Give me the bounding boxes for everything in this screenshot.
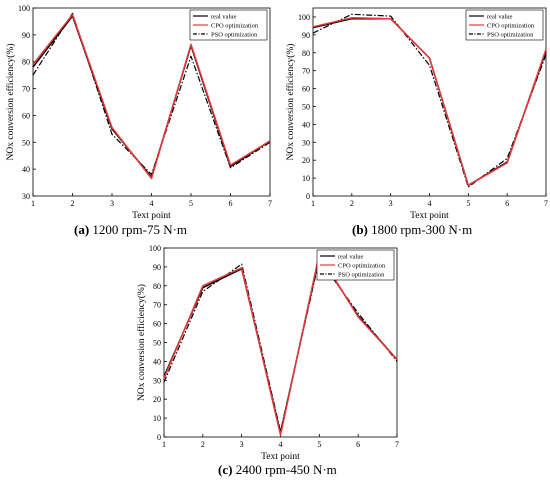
series-line-pso-optimization [32, 12, 271, 176]
legend-label: real value [211, 14, 237, 21]
x-tick-label: 5 [466, 199, 470, 208]
y-tick-label: 60 [302, 85, 310, 94]
x-tick-label: 6 [505, 199, 509, 208]
x-tick-label: 6 [356, 440, 360, 449]
x-tick-label: 2 [71, 199, 75, 208]
y-tick-label: 40 [22, 165, 30, 174]
x-axis-label: Text point [261, 452, 300, 462]
y-tick-label: 70 [22, 85, 30, 94]
x-axis-label: Text point [132, 211, 171, 221]
y-tick-label: 0 [306, 192, 310, 201]
y-axis-label: NOx conversion efficiency(%) [136, 284, 147, 401]
x-tick-label: 1 [162, 440, 166, 449]
y-tick-label: 10 [153, 414, 161, 423]
caption-b-text: 1800 rpm-300 N·m [371, 222, 473, 237]
x-tick-label: 3 [240, 440, 244, 449]
x-tick-label: 7 [395, 440, 399, 449]
y-tick-label: 20 [302, 156, 310, 165]
y-tick-label: 30 [22, 192, 30, 201]
legend-label: PSO optimization [211, 32, 258, 39]
x-tick-label: 1 [31, 199, 35, 208]
series-line-cpo-optimization [32, 13, 271, 180]
y-tick-label: 10 [302, 174, 310, 183]
y-tick-label: 100 [149, 244, 161, 253]
y-tick-label: 100 [18, 4, 30, 13]
y-tick-label: 70 [153, 301, 161, 310]
y-tick-label: 40 [302, 120, 310, 129]
legend-label: CPO optimization [487, 23, 535, 30]
x-tick-label: 5 [317, 440, 321, 449]
caption-a-tag: (a) [74, 222, 90, 237]
caption-c-tag: (c) [218, 462, 233, 477]
x-tick-label: 3 [110, 199, 114, 208]
caption-a: (a) 1200 rpm-75 N·m [74, 222, 187, 238]
y-tick-label: 50 [153, 339, 161, 348]
y-tick-label: 30 [302, 138, 310, 147]
legend-label: real value [338, 254, 364, 261]
y-tick-label: 20 [153, 395, 161, 404]
x-tick-label: 5 [189, 199, 193, 208]
y-tick-label: 60 [22, 111, 30, 120]
legend-label: CPO optimization [211, 23, 259, 30]
x-tick-label: 3 [389, 199, 393, 208]
caption-a-text: 1200 rpm-75 N·m [92, 222, 188, 237]
y-axis-label: NOx conversion efficiency(%) [285, 44, 296, 161]
x-tick-label: 4 [428, 199, 432, 208]
y-tick-label: 0 [157, 433, 161, 442]
y-tick-label: 40 [153, 357, 161, 366]
legend-label: PSO optimization [487, 32, 534, 39]
caption-b: (b) 1800 rpm-300 N·m [352, 222, 472, 238]
x-tick-label: 7 [544, 199, 548, 208]
caption-b-tag: (b) [352, 222, 368, 237]
legend-label: PSO optimization [338, 272, 385, 279]
legend-label: real value [487, 14, 513, 21]
y-tick-label: 90 [22, 31, 30, 40]
y-tick-label: 80 [153, 282, 161, 291]
x-tick-label: 6 [229, 199, 233, 208]
series-line-real-value [163, 254, 398, 434]
y-tick-label: 30 [153, 376, 161, 385]
y-axis-label: NOx conversion efficiency(%) [5, 44, 16, 161]
y-tick-label: 80 [302, 49, 310, 58]
y-tick-label: 50 [302, 102, 310, 111]
series-line-real-value [312, 17, 547, 187]
series-line-pso-optimization [163, 258, 398, 432]
y-tick-label: 50 [22, 138, 30, 147]
x-tick-label: 1 [311, 199, 315, 208]
caption-c-text: 2400 rpm-450 N·m [235, 462, 337, 477]
y-tick-label: 90 [302, 31, 310, 40]
y-tick-label: 100 [298, 13, 310, 22]
x-tick-label: 2 [201, 440, 205, 449]
chart-a: 1 2 3 4 5 6 7 30 40 50 60 70 80 90 100 Text point NOx co… [5, 4, 272, 221]
x-tick-label: 7 [268, 199, 272, 208]
series-line-pso-optimization [312, 13, 547, 188]
legend: real value CPO optimization PSO optimizati… [316, 249, 395, 281]
y-tick-label: 60 [153, 320, 161, 329]
series-line-cpo-optimization [163, 252, 398, 436]
y-tick-label: 70 [302, 67, 310, 76]
legend: real value CPO optimization PSO optimizati… [465, 9, 544, 41]
y-tick-label: 80 [22, 58, 30, 67]
x-tick-label: 4 [150, 199, 154, 208]
y-tick-label: 90 [153, 263, 161, 272]
legend-label: CPO optimization [338, 263, 386, 270]
series-line-cpo-optimization [312, 17, 547, 187]
x-tick-label: 4 [279, 440, 283, 449]
x-axis-label: Text point [410, 211, 449, 221]
legend: real value CPO optimization PSO optimizati… [189, 9, 268, 41]
caption-c: (c) 2400 rpm-450 N·m [218, 462, 337, 478]
x-tick-label: 2 [350, 199, 354, 208]
